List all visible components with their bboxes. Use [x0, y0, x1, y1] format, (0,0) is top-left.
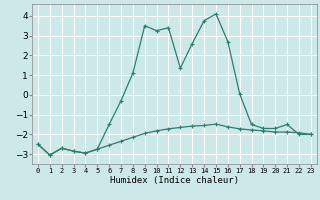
X-axis label: Humidex (Indice chaleur): Humidex (Indice chaleur) [110, 176, 239, 185]
